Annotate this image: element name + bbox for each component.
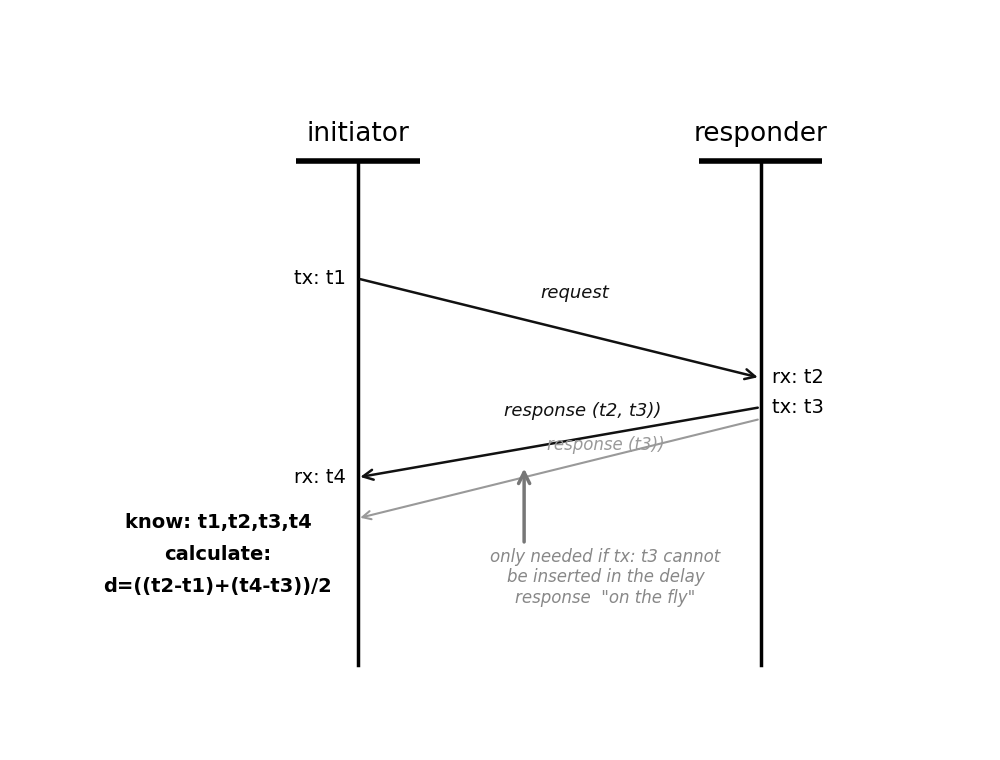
- Text: d=((t2-t1)+(t4-t3))/2: d=((t2-t1)+(t4-t3))/2: [104, 577, 332, 596]
- Text: initiator: initiator: [306, 121, 409, 147]
- Text: tx: t1: tx: t1: [294, 269, 346, 288]
- Text: rx: t4: rx: t4: [294, 468, 346, 487]
- Text: calculate:: calculate:: [164, 545, 272, 564]
- Text: responder: responder: [694, 121, 827, 147]
- Text: rx: t2: rx: t2: [772, 369, 824, 388]
- Text: know: t1,t2,t3,t4: know: t1,t2,t3,t4: [125, 512, 311, 531]
- Text: response (t2, t3)): response (t2, t3)): [504, 402, 661, 420]
- Text: response (t3)): response (t3)): [547, 436, 664, 454]
- Text: request: request: [540, 284, 609, 302]
- Text: tx: t3: tx: t3: [772, 397, 824, 416]
- Text: only needed if tx: t3 cannot
be inserted in the delay
response  "on the fly": only needed if tx: t3 cannot be inserted…: [490, 548, 721, 607]
